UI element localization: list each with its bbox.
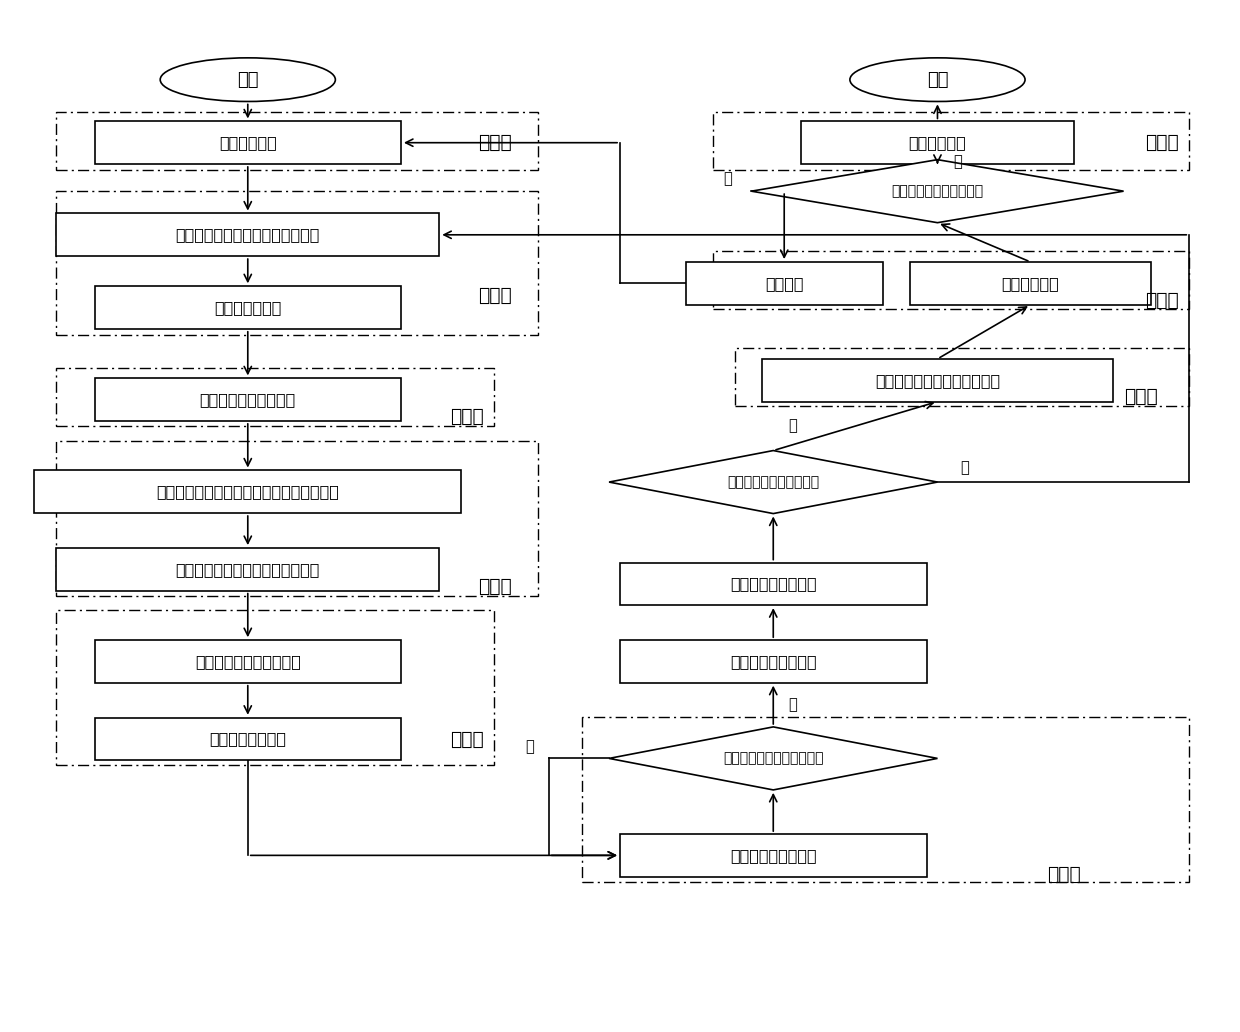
Bar (713, 251, 1189, 310)
Text: 是: 是 (789, 419, 797, 433)
Text: 选择合适的储能系统容量: 选择合适的储能系统容量 (195, 654, 301, 669)
Bar (910, 262, 1151, 304)
Text: 计算风力和光伏发电机功率和成本: 计算风力和光伏发电机功率和成本 (176, 561, 320, 577)
Bar (620, 562, 926, 605)
Bar (735, 348, 1189, 407)
Text: 选择合适的风力发电机数量和光伏板表面积: 选择合适的风力发电机数量和光伏板表面积 (156, 484, 340, 499)
Bar (686, 262, 883, 304)
Bar (94, 379, 401, 421)
Text: 第七步: 第七步 (1123, 387, 1157, 407)
Text: 第八步: 第八步 (1146, 291, 1179, 311)
Ellipse shape (160, 58, 335, 101)
Text: 计算向电动汽车用户供电收入: 计算向电动汽车用户供电收入 (875, 373, 999, 388)
Text: 输出最优结构: 输出最优结构 (909, 135, 966, 151)
Text: 计算充电桩成本: 计算充电桩成本 (215, 300, 281, 315)
Text: 否: 否 (723, 171, 732, 186)
Bar (56, 610, 494, 765)
Bar (56, 214, 439, 256)
Bar (801, 122, 1074, 164)
Text: 遗传变异: 遗传变异 (765, 276, 804, 291)
Text: 选择合适的充电桩数量和额定功率: 选择合适的充电桩数量和额定功率 (176, 227, 320, 243)
Text: 计算充电站功率平衡: 计算充电站功率平衡 (730, 848, 817, 863)
Text: 计算向电网售电收入: 计算向电网售电收入 (730, 577, 817, 591)
Bar (56, 548, 439, 590)
Bar (763, 359, 1112, 401)
Polygon shape (609, 451, 937, 514)
Text: 是: 是 (952, 155, 961, 169)
Text: 计算储能系统成本: 计算储能系统成本 (210, 732, 286, 746)
Text: 是: 是 (789, 698, 797, 712)
Ellipse shape (849, 58, 1025, 101)
Text: 计算电动汽车功率需求: 计算电动汽车功率需求 (200, 392, 296, 408)
Text: 是否达到收敛性判别准则: 是否达到收敛性判别准则 (892, 184, 983, 198)
Text: 第三步: 第三步 (450, 407, 484, 425)
Bar (56, 191, 538, 334)
Text: 第九步: 第九步 (1146, 133, 1179, 152)
Bar (94, 286, 401, 329)
Text: 计算利润函数: 计算利润函数 (1002, 276, 1059, 291)
Text: 开始: 开始 (237, 70, 258, 89)
Bar (620, 834, 926, 877)
Text: 第四步: 第四步 (477, 577, 511, 596)
Text: 否: 否 (961, 460, 970, 475)
Text: 第六步: 第六步 (1047, 865, 1081, 884)
Bar (620, 640, 926, 683)
Text: 否: 否 (525, 739, 533, 754)
Bar (713, 111, 1189, 170)
Bar (94, 122, 401, 164)
Text: 结束: 结束 (926, 70, 949, 89)
Bar (94, 717, 401, 761)
Polygon shape (751, 160, 1123, 223)
Bar (56, 367, 494, 426)
Text: 计算向电网购电成本: 计算向电网购电成本 (730, 654, 817, 669)
Text: 是否满足接入点功率约束: 是否满足接入点功率约束 (727, 475, 820, 489)
Polygon shape (609, 727, 937, 789)
Text: 第一步: 第一步 (477, 133, 511, 152)
Text: 是否满足电动汽车功率需求: 是否满足电动汽车功率需求 (723, 751, 823, 766)
Text: 第五步: 第五步 (450, 730, 484, 748)
Bar (56, 442, 538, 596)
Bar (56, 111, 538, 170)
Bar (35, 471, 461, 513)
Bar (94, 640, 401, 683)
Bar (582, 716, 1189, 881)
Text: 生成初始群体: 生成初始群体 (219, 135, 277, 151)
Text: 第二步: 第二步 (477, 287, 511, 305)
